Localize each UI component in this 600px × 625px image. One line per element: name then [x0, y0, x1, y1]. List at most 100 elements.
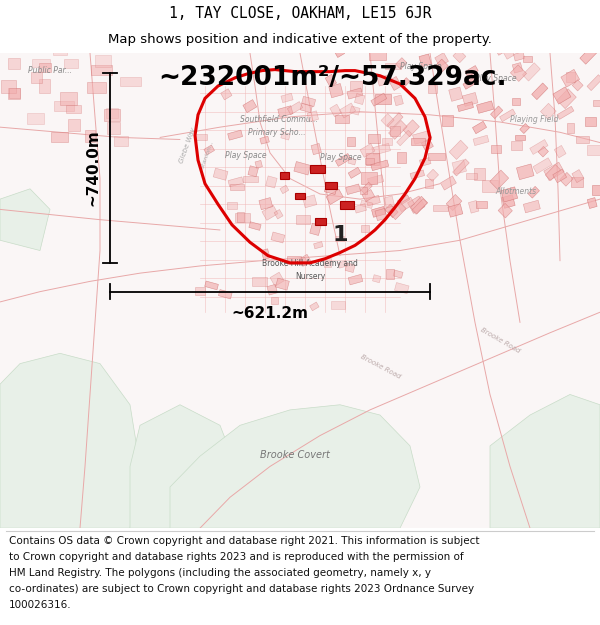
Text: Contains OS data © Crown copyright and database right 2021. This information is : Contains OS data © Crown copyright and d…	[9, 536, 479, 546]
Bar	[227, 202, 237, 209]
Bar	[528, 186, 539, 198]
Bar	[557, 89, 577, 109]
Bar	[554, 146, 566, 158]
Bar	[205, 281, 218, 290]
Bar	[541, 103, 556, 119]
Polygon shape	[490, 394, 600, 528]
Bar	[345, 263, 355, 272]
Bar	[410, 138, 425, 145]
Text: Map shows position and indicative extent of the property.: Map shows position and indicative extent…	[108, 33, 492, 46]
Bar	[335, 236, 344, 241]
Bar	[463, 92, 478, 106]
Bar	[419, 54, 431, 67]
Bar	[104, 109, 121, 121]
Bar	[27, 113, 44, 124]
Bar	[538, 146, 548, 157]
Bar	[490, 170, 509, 189]
Bar	[326, 189, 343, 204]
Bar	[238, 213, 244, 222]
Bar	[348, 168, 361, 178]
Text: Nursery: Nursery	[295, 272, 325, 281]
Bar	[287, 101, 302, 114]
Bar	[503, 47, 514, 59]
Bar	[387, 112, 403, 129]
Bar	[384, 196, 395, 208]
Bar	[329, 84, 343, 98]
Text: ~621.2m: ~621.2m	[232, 306, 308, 321]
Bar	[448, 204, 463, 217]
Bar	[523, 62, 540, 81]
Bar	[307, 111, 319, 122]
Bar	[299, 258, 308, 266]
Text: Play Space: Play Space	[400, 61, 442, 71]
Bar	[446, 194, 462, 211]
Bar	[51, 132, 68, 142]
Bar	[425, 179, 433, 188]
Bar	[435, 52, 448, 66]
Bar	[466, 173, 477, 179]
Text: 1, TAY CLOSE, OAKHAM, LE15 6JR: 1, TAY CLOSE, OAKHAM, LE15 6JR	[169, 6, 431, 21]
Bar	[393, 270, 403, 278]
Text: Brooke Road: Brooke Road	[360, 354, 402, 380]
Bar	[553, 87, 571, 104]
Text: ~740.0m: ~740.0m	[85, 129, 100, 206]
Bar	[55, 101, 74, 111]
Bar	[587, 198, 597, 209]
Bar	[348, 274, 363, 285]
Bar	[359, 188, 367, 194]
Text: co-ordinates) are subject to Crown copyright and database rights 2023 Ordnance S: co-ordinates) are subject to Crown copyr…	[9, 584, 474, 594]
Bar	[340, 201, 354, 209]
Bar	[476, 101, 494, 113]
Bar	[333, 45, 344, 58]
Bar	[281, 132, 290, 140]
Bar	[64, 59, 78, 68]
Bar	[267, 284, 277, 295]
Bar	[371, 206, 386, 217]
Bar	[91, 66, 112, 75]
Bar	[572, 169, 584, 182]
Bar	[452, 160, 467, 174]
Text: Primary Scho...: Primary Scho...	[248, 128, 305, 138]
Text: Brooke Hill Academy and: Brooke Hill Academy and	[262, 259, 358, 268]
Bar	[271, 232, 285, 243]
Bar	[60, 92, 77, 105]
Polygon shape	[170, 405, 420, 528]
Bar	[196, 287, 205, 295]
Bar	[388, 201, 406, 219]
Text: Playing Field: Playing Field	[510, 115, 559, 124]
Bar	[566, 72, 575, 82]
Bar	[511, 141, 522, 150]
Bar	[302, 96, 316, 107]
Bar	[491, 106, 503, 119]
Bar	[366, 196, 380, 206]
Bar	[495, 42, 510, 55]
Bar	[397, 130, 412, 146]
Bar	[584, 118, 596, 126]
Bar	[419, 158, 431, 166]
Bar	[281, 93, 293, 103]
Bar	[512, 62, 523, 73]
Bar	[355, 204, 367, 213]
Bar	[278, 106, 293, 118]
Bar	[9, 88, 20, 98]
Bar	[330, 104, 341, 117]
Bar	[463, 76, 479, 89]
Bar	[213, 168, 228, 180]
Bar	[259, 198, 272, 210]
Bar	[31, 72, 42, 82]
Bar	[361, 200, 373, 209]
Bar	[107, 121, 119, 134]
Text: to Crown copyright and database rights 2023 and is reproduced with the permissio: to Crown copyright and database rights 2…	[9, 552, 464, 562]
Bar	[300, 103, 313, 112]
Bar	[394, 95, 403, 106]
Text: Allotments: Allotments	[495, 187, 536, 196]
Text: Stanion...: Stanion...	[200, 139, 215, 169]
Bar	[302, 195, 317, 208]
Text: ~232001m²/~57.329ac.: ~232001m²/~57.329ac.	[158, 66, 506, 91]
Bar	[410, 196, 428, 214]
Bar	[361, 225, 369, 232]
Bar	[476, 201, 487, 208]
Bar	[361, 182, 372, 194]
Bar	[502, 195, 515, 208]
Bar	[566, 122, 574, 133]
